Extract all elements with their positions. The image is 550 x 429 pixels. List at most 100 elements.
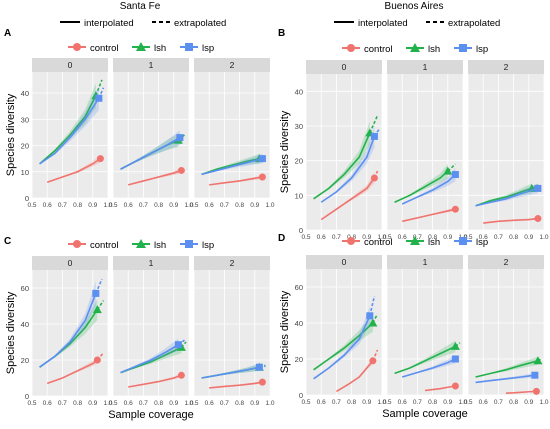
facet-strip-label: 0 <box>68 60 73 70</box>
x-tick-label: 0.9 <box>88 202 97 209</box>
lsp-point-marker <box>258 155 266 163</box>
facet-strip <box>194 58 270 72</box>
legend-label-lsh: lsh <box>154 240 166 251</box>
facet-strip-label: 2 <box>230 258 235 268</box>
lsp-point-marker <box>185 43 193 51</box>
lsp-interpolated-line <box>201 157 263 176</box>
facet-plot-area <box>387 269 463 395</box>
x-tick-label: 0.5 <box>382 234 391 241</box>
y-tick-label: 0 <box>25 194 29 203</box>
legend-label-lsh: lsh <box>428 44 440 55</box>
y-tick-label: 20 <box>21 356 29 365</box>
facet-strip <box>194 256 270 270</box>
y-axis-label: Species diversity <box>5 291 17 374</box>
lsh-interpolated-line <box>39 95 97 165</box>
facet-strip <box>468 60 544 74</box>
x-tick-label: 0.7 <box>139 400 148 407</box>
x-tick-label: 0.6 <box>43 400 52 407</box>
x-tick-label: 0.9 <box>88 400 97 407</box>
lsp-interpolated-line <box>475 187 539 207</box>
x-tick-label: 0.6 <box>479 234 488 241</box>
facet-strip-label: 2 <box>230 60 235 70</box>
control-interpolated-line <box>46 359 98 385</box>
x-tick-label: 0.7 <box>332 234 341 241</box>
facet-2: 2 0.5 0.6 0.7 0.8 0.9 1.0 <box>463 255 549 406</box>
lsp-point-marker <box>185 240 193 248</box>
x-tick-label: 1.0 <box>265 400 274 407</box>
y-tick-label: 40 <box>21 89 29 98</box>
y-tick-label: 60 <box>21 284 29 293</box>
lsp-point-marker <box>451 171 459 179</box>
facet-plot-area <box>194 270 270 396</box>
x-tick-label: 0.5 <box>301 399 310 406</box>
lsp-confidence-band <box>39 281 96 368</box>
x-tick-label: 0.6 <box>479 399 488 406</box>
x-tick-label: 0.8 <box>154 400 163 407</box>
control-point-marker <box>532 387 540 395</box>
x-tick-label: 0.5 <box>301 234 310 241</box>
x-tick-label: 0.9 <box>524 399 533 406</box>
x-tick-label: 1.0 <box>539 399 548 406</box>
control-interpolated-line <box>209 176 263 186</box>
x-tick-label: 1.0 <box>539 234 548 241</box>
lsp-point-marker <box>534 184 542 192</box>
control-point-marker <box>451 205 459 213</box>
legend-interpolated-label: interpolated <box>84 18 134 29</box>
x-tick-label: 0.7 <box>413 234 422 241</box>
lsp-confidence-band <box>475 183 538 206</box>
lsh-interpolated-line <box>313 322 374 371</box>
x-tick-label: 0.7 <box>494 234 503 241</box>
lsp-interpolated-line <box>320 136 376 203</box>
facet-plot-area <box>32 270 108 396</box>
control-confidence-band <box>209 174 263 185</box>
lsp-point-marker <box>370 132 378 140</box>
facet-strip-label: 1 <box>149 60 154 70</box>
lsh-interpolated-line <box>201 157 260 176</box>
x-tick-label: 0.7 <box>58 202 67 209</box>
lsh-confidence-band <box>475 356 538 377</box>
x-tick-label: 0.6 <box>124 202 133 209</box>
lsp-confidence-band <box>321 125 375 203</box>
control-interpolated-line <box>505 390 537 394</box>
y-tick-label: 30 <box>295 122 303 131</box>
facet-strip-label: 1 <box>423 62 428 72</box>
x-tick-label: 0.5 <box>27 400 36 407</box>
x-tick-label: 0.9 <box>362 399 371 406</box>
lsh-point-marker <box>533 356 543 365</box>
facet-strip <box>468 255 544 269</box>
control-point-marker <box>258 173 266 181</box>
lsp-extrapolated-line <box>369 295 376 316</box>
facet-plot-area <box>468 74 544 230</box>
y-tick-label: 40 <box>295 87 303 96</box>
lsh-point-marker <box>368 318 378 327</box>
facet-2: 2 0.5 0.6 0.7 0.8 0.9 1.0 <box>189 58 275 209</box>
panel-letter: A <box>4 28 11 39</box>
y-tick-label: 40 <box>21 320 29 329</box>
x-tick-label: 0.6 <box>317 234 326 241</box>
lsh-confidence-band <box>39 83 96 164</box>
legend-label-lsp: lsp <box>476 237 488 248</box>
lsp-point-marker <box>92 289 100 297</box>
control-interpolated-line <box>128 374 182 388</box>
facet-0: 00.50.60.70.80.91.0 <box>301 60 387 241</box>
y-tick-label: 10 <box>295 191 303 200</box>
x-axis-label: Sample coverage <box>382 408 468 420</box>
control-point-marker <box>369 357 377 365</box>
y-tick-label: 30 <box>21 115 29 124</box>
y-tick-label: 20 <box>295 355 303 364</box>
control-interpolated-line <box>127 169 182 186</box>
lsp-point-marker <box>366 312 374 320</box>
x-axis-label: Sample coverage <box>108 409 194 421</box>
y-axis-label: Species diversity <box>5 93 17 176</box>
facet-strip <box>387 255 463 269</box>
facet-strip <box>387 60 463 74</box>
x-tick-label: 0.5 <box>463 234 472 241</box>
legend-extrapolated-label: extrapolated <box>448 18 500 29</box>
lsp-confidence-band <box>120 338 179 373</box>
legend-label-control: control <box>364 237 393 248</box>
lsp-interpolated-line <box>39 97 100 165</box>
facet-strip <box>113 256 189 270</box>
lsp-interpolated-line <box>120 136 181 170</box>
